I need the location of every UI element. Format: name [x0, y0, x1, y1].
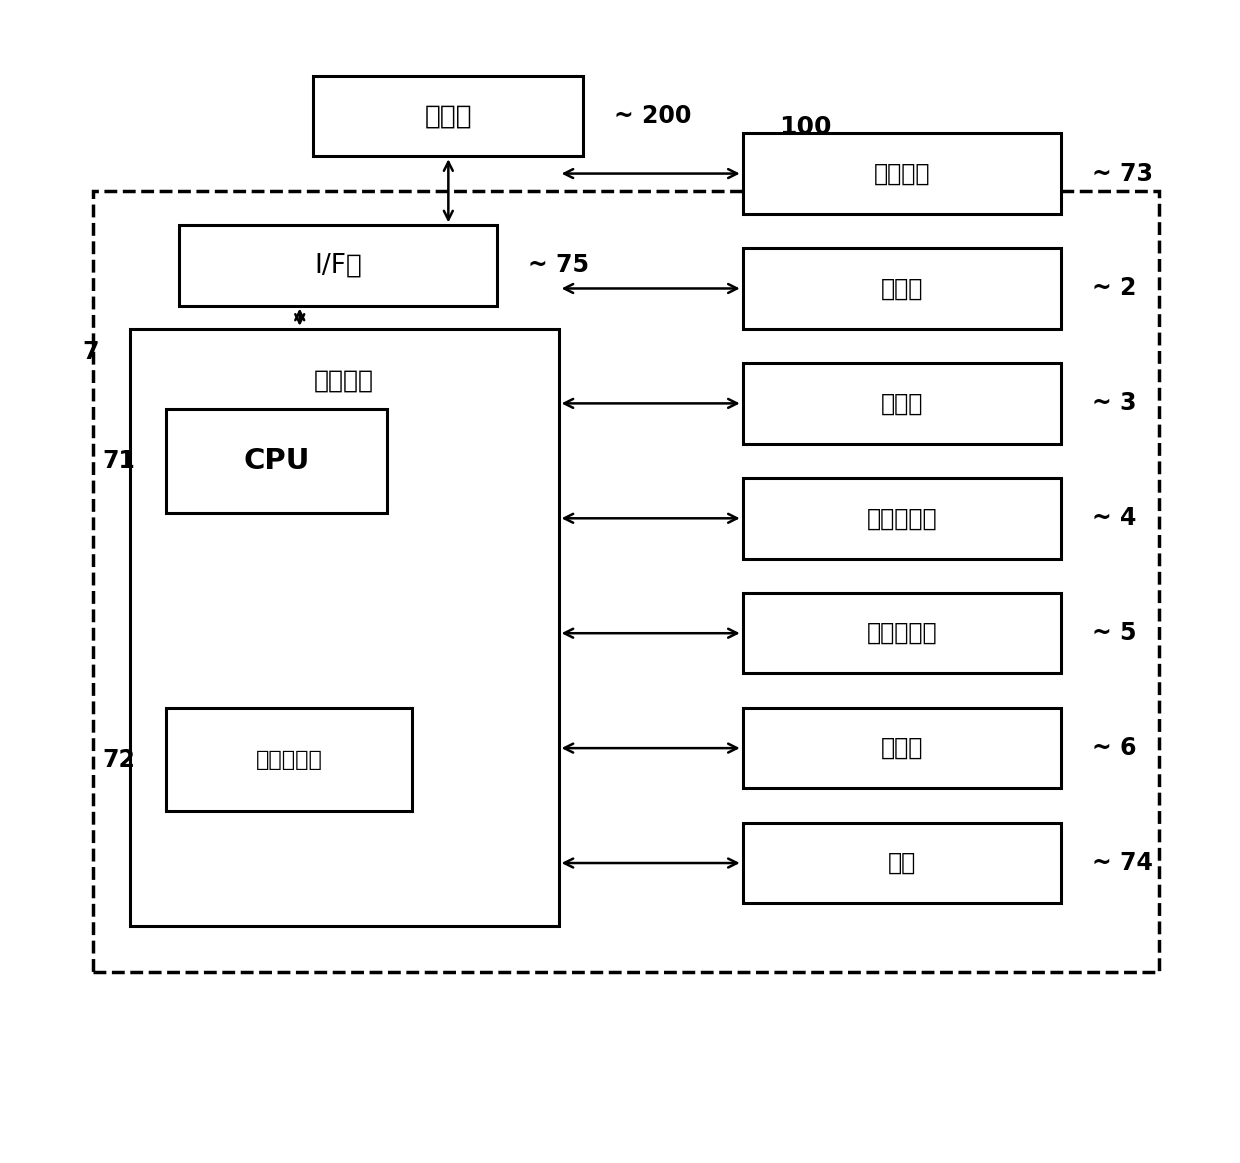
- Text: I/F部: I/F部: [314, 252, 362, 278]
- FancyBboxPatch shape: [743, 593, 1061, 673]
- FancyBboxPatch shape: [743, 363, 1061, 443]
- Text: 72: 72: [103, 748, 135, 771]
- FancyBboxPatch shape: [166, 708, 412, 812]
- FancyBboxPatch shape: [743, 708, 1061, 789]
- Text: ~ 5: ~ 5: [1092, 621, 1137, 645]
- FancyBboxPatch shape: [743, 822, 1061, 904]
- Text: ~ 200: ~ 200: [614, 105, 691, 128]
- Text: ~ 74: ~ 74: [1092, 851, 1153, 875]
- Text: ~ 3: ~ 3: [1092, 392, 1137, 415]
- Text: 中间转印部: 中间转印部: [867, 621, 937, 645]
- Text: 输送部: 输送部: [880, 392, 924, 415]
- FancyBboxPatch shape: [179, 226, 497, 306]
- FancyBboxPatch shape: [743, 478, 1061, 558]
- FancyBboxPatch shape: [166, 409, 387, 513]
- Text: ~ 6: ~ 6: [1092, 736, 1137, 761]
- FancyBboxPatch shape: [743, 134, 1061, 214]
- Text: 7: 7: [82, 341, 99, 364]
- FancyBboxPatch shape: [314, 76, 583, 156]
- FancyBboxPatch shape: [743, 248, 1061, 329]
- Text: 图像处理部: 图像处理部: [255, 750, 322, 770]
- FancyBboxPatch shape: [129, 329, 559, 926]
- Text: ~ 75: ~ 75: [528, 254, 589, 278]
- Text: 存储装置: 存储装置: [874, 162, 930, 186]
- Text: 71: 71: [103, 449, 135, 473]
- Text: 供纸部: 供纸部: [880, 277, 924, 300]
- Text: ~ 4: ~ 4: [1092, 506, 1136, 530]
- Text: 图像形成部: 图像形成部: [867, 506, 937, 530]
- Text: 主控制部: 主控制部: [314, 369, 374, 393]
- Text: 马达: 马达: [888, 851, 916, 875]
- Text: 计算机: 计算机: [424, 104, 472, 129]
- Text: ~ 73: ~ 73: [1092, 162, 1153, 186]
- Text: ~ 2: ~ 2: [1092, 277, 1136, 300]
- Text: 100: 100: [779, 115, 831, 140]
- Text: CPU: CPU: [243, 447, 310, 475]
- Text: 定影部: 定影部: [880, 736, 924, 761]
